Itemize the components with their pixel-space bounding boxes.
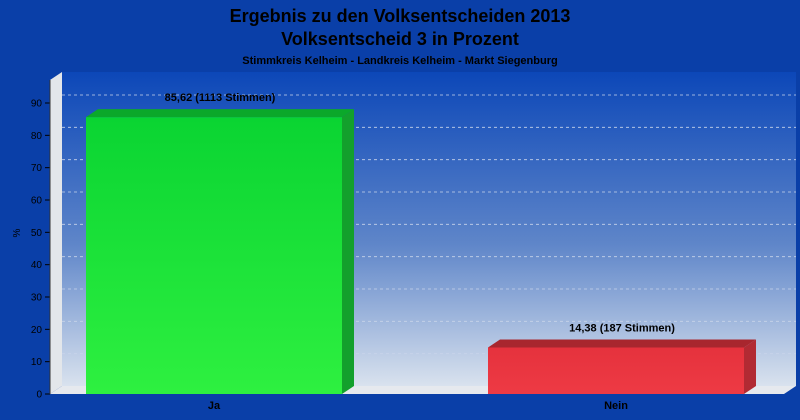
- y-tick-label: 20: [31, 325, 43, 336]
- bar-side: [744, 339, 756, 394]
- y-tick-label: 70: [31, 163, 43, 174]
- y-tick-label: 40: [31, 260, 43, 271]
- chart-caption: Stimmkreis Kelheim - Landkreis Kelheim -…: [242, 55, 557, 67]
- y-tick-label: 60: [31, 196, 43, 207]
- y-tick-label: 10: [31, 357, 43, 368]
- y-tick-label: 30: [31, 293, 43, 304]
- chart-subtitle: Volksentscheid 3 in Prozent: [281, 29, 519, 49]
- y-tick-label: 80: [31, 131, 43, 142]
- data-label: 85,62 (1113 Stimmen): [165, 92, 276, 104]
- bar-side: [342, 109, 354, 395]
- bars: 85,62 (1113 Stimmen) Ja 14,38 (187 Stimmen…: [86, 92, 756, 412]
- bar-nein: [488, 347, 744, 394]
- x-tick-label: Nein: [604, 400, 628, 412]
- plot-side-wall: [50, 72, 62, 394]
- y-tick-label: 0: [36, 390, 42, 401]
- y-tick-label: 90: [31, 99, 43, 110]
- bar-top: [86, 109, 354, 118]
- bar-ja: [86, 117, 342, 395]
- chart-title: Ergebnis zu den Volksentscheiden 2013: [230, 6, 571, 26]
- x-tick-label: Ja: [208, 400, 221, 412]
- y-tick-label: 50: [31, 228, 43, 239]
- data-label: 14,38 (187 Stimmen): [569, 323, 675, 335]
- bar-top: [488, 339, 756, 348]
- y-axis-label: %: [12, 228, 23, 237]
- y-axis: 0 10 20 30 40 50 60 70 80 90: [31, 80, 51, 401]
